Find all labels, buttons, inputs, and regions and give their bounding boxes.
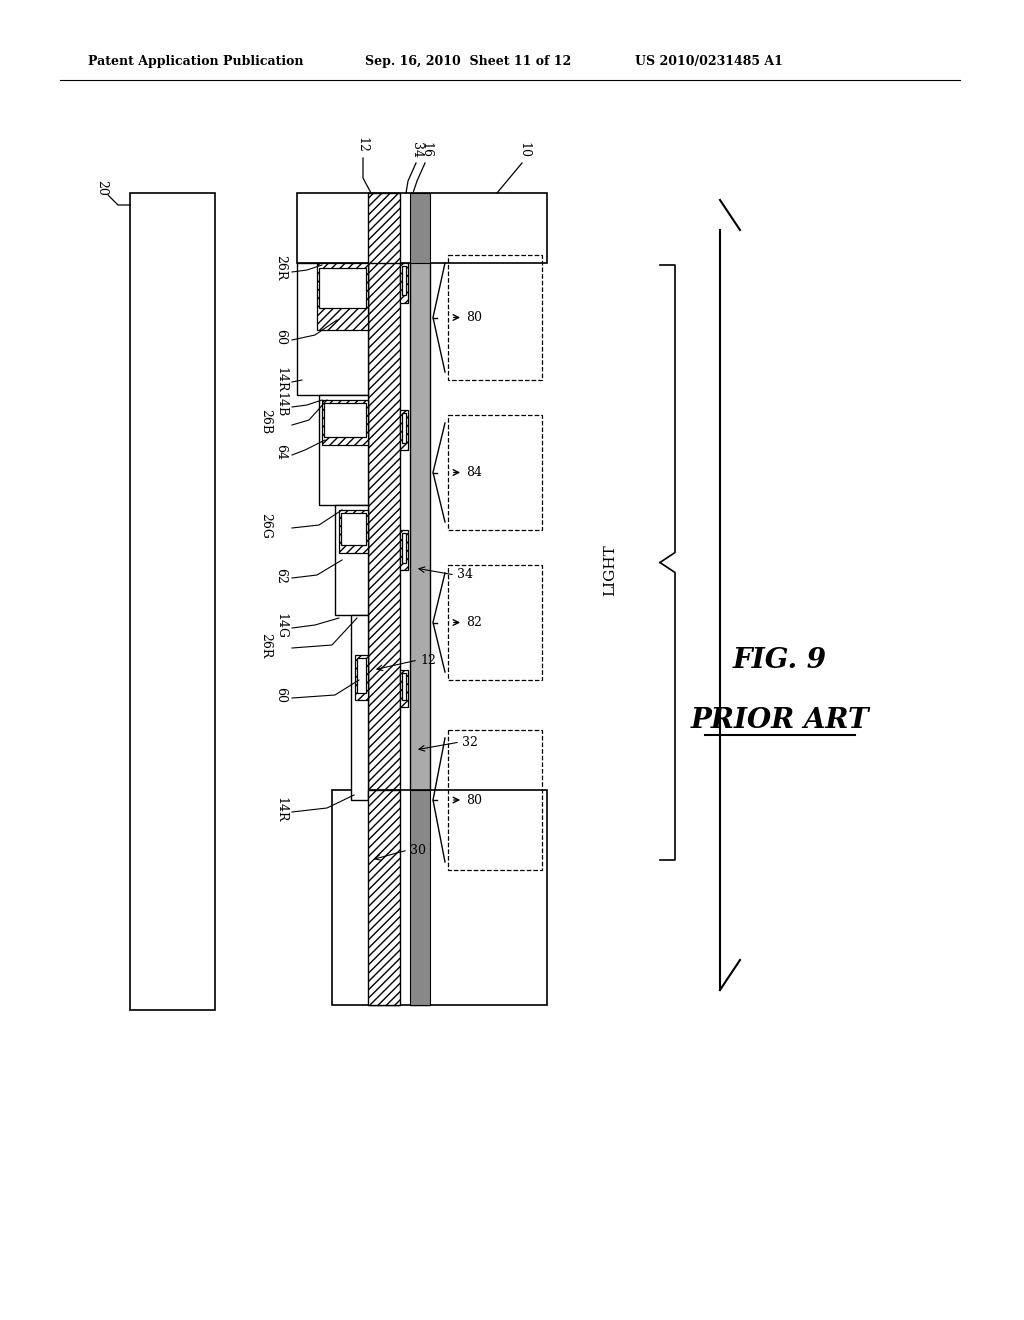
Polygon shape	[355, 655, 368, 700]
Polygon shape	[357, 657, 366, 693]
Text: Sep. 16, 2010  Sheet 11 of 12: Sep. 16, 2010 Sheet 11 of 12	[365, 55, 571, 69]
Text: 80: 80	[466, 793, 482, 807]
Text: PRIOR ART: PRIOR ART	[690, 706, 869, 734]
Text: 30: 30	[410, 843, 426, 857]
Text: 12: 12	[420, 653, 436, 667]
Polygon shape	[324, 403, 366, 437]
Polygon shape	[410, 789, 430, 1005]
Polygon shape	[368, 193, 400, 263]
Polygon shape	[410, 193, 430, 1005]
Polygon shape	[322, 400, 368, 445]
Text: FIG. 9: FIG. 9	[733, 647, 827, 673]
Text: US 2010/0231485 A1: US 2010/0231485 A1	[635, 55, 783, 69]
Polygon shape	[319, 395, 368, 506]
Text: 26B: 26B	[259, 409, 272, 434]
Text: 14R: 14R	[274, 367, 287, 393]
Text: 26R: 26R	[274, 255, 287, 281]
Polygon shape	[332, 789, 547, 1005]
Text: 32: 32	[462, 735, 478, 748]
Text: 60: 60	[274, 686, 287, 704]
Polygon shape	[297, 193, 547, 263]
Polygon shape	[402, 533, 406, 564]
Polygon shape	[410, 193, 430, 263]
Text: 14R: 14R	[274, 797, 287, 822]
Polygon shape	[400, 411, 408, 450]
Polygon shape	[402, 413, 406, 444]
Polygon shape	[335, 506, 368, 615]
Text: 12: 12	[355, 137, 369, 153]
Text: Patent Application Publication: Patent Application Publication	[88, 55, 303, 69]
Polygon shape	[297, 263, 368, 395]
Text: 64: 64	[274, 444, 287, 459]
Text: 16: 16	[420, 143, 432, 158]
Text: 62: 62	[274, 568, 287, 583]
Text: 34: 34	[457, 569, 473, 582]
Text: 80: 80	[466, 312, 482, 323]
Polygon shape	[319, 268, 366, 308]
Polygon shape	[400, 263, 408, 304]
Polygon shape	[400, 671, 408, 708]
Polygon shape	[368, 193, 400, 1005]
Polygon shape	[341, 513, 366, 545]
Text: 14B: 14B	[274, 392, 287, 417]
Text: 10: 10	[517, 143, 530, 158]
Polygon shape	[317, 263, 368, 330]
Polygon shape	[368, 789, 400, 1005]
Text: 20: 20	[95, 180, 109, 195]
Polygon shape	[402, 673, 406, 700]
Text: 14G: 14G	[274, 612, 287, 639]
Text: 84: 84	[466, 466, 482, 479]
Text: 26R: 26R	[259, 634, 272, 659]
Polygon shape	[351, 615, 368, 800]
Polygon shape	[400, 531, 408, 570]
Text: 60: 60	[274, 329, 287, 345]
Polygon shape	[402, 267, 406, 294]
Text: LIGHT: LIGHT	[603, 544, 617, 595]
Text: 82: 82	[466, 616, 482, 630]
Text: 34: 34	[411, 143, 424, 158]
Polygon shape	[130, 193, 215, 1010]
Polygon shape	[339, 510, 368, 553]
Text: 26G: 26G	[259, 513, 272, 539]
